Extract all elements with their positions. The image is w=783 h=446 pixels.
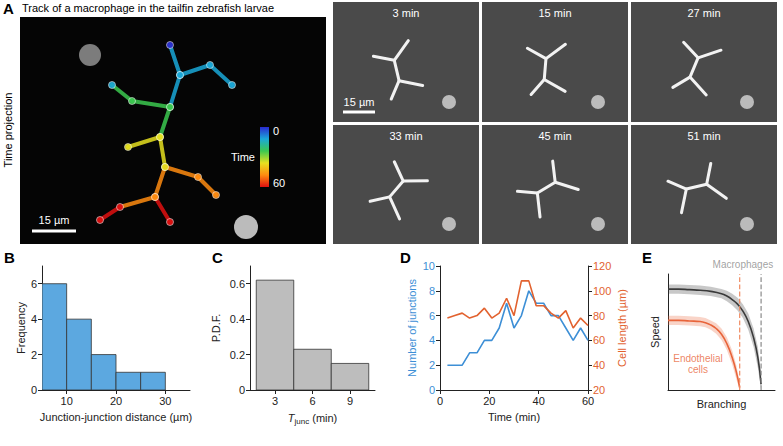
svg-text:D: D xyxy=(400,249,411,266)
svg-text:40: 40 xyxy=(533,395,545,407)
svg-text:4: 4 xyxy=(429,334,435,346)
svg-text:0: 0 xyxy=(273,125,279,137)
svg-text:120: 120 xyxy=(593,260,611,272)
svg-text:0: 0 xyxy=(239,384,245,396)
svg-text:40: 40 xyxy=(593,359,605,371)
svg-text:Macrophages: Macrophages xyxy=(713,259,774,270)
svg-text:C: C xyxy=(212,249,223,266)
svg-text:20: 20 xyxy=(483,395,495,407)
svg-text:3 min: 3 min xyxy=(393,7,420,19)
svg-text:0: 0 xyxy=(437,395,443,407)
svg-text:2: 2 xyxy=(31,349,37,361)
svg-text:15 min: 15 min xyxy=(538,7,571,19)
svg-text:Time projection: Time projection xyxy=(2,93,14,168)
svg-text:8: 8 xyxy=(429,285,435,297)
svg-text:4: 4 xyxy=(31,313,37,325)
svg-text:0.4: 0.4 xyxy=(230,313,245,325)
svg-text:Frequency: Frequency xyxy=(15,302,27,354)
svg-text:45 min: 45 min xyxy=(538,130,571,142)
svg-text:27 min: 27 min xyxy=(687,7,720,19)
svg-text:B: B xyxy=(4,249,15,266)
svg-text:10: 10 xyxy=(61,395,73,407)
svg-text:60: 60 xyxy=(273,177,285,189)
svg-text:Speed: Speed xyxy=(649,316,661,348)
svg-text:6: 6 xyxy=(31,278,37,290)
svg-text:9: 9 xyxy=(347,395,353,407)
svg-text:Junction-junction distance (µm: Junction-junction distance (µm) xyxy=(40,411,192,423)
svg-text:6: 6 xyxy=(309,395,315,407)
svg-text:Number of junctions: Number of junctions xyxy=(406,279,418,377)
svg-text:Branching: Branching xyxy=(697,398,747,410)
svg-text:15 µm: 15 µm xyxy=(39,214,70,226)
svg-text:30: 30 xyxy=(159,395,171,407)
svg-text:0.2: 0.2 xyxy=(230,349,245,361)
svg-text:3: 3 xyxy=(272,395,278,407)
svg-text:2: 2 xyxy=(429,359,435,371)
svg-text:cells: cells xyxy=(688,364,708,375)
svg-text:Endothelial: Endothelial xyxy=(673,353,722,364)
svg-text:A: A xyxy=(3,0,14,17)
svg-text:E: E xyxy=(642,249,652,266)
svg-text:60: 60 xyxy=(582,395,594,407)
svg-text:Cell length (µm): Cell length (µm) xyxy=(616,289,628,367)
svg-text:junc: junc xyxy=(293,417,309,426)
svg-text:6: 6 xyxy=(429,310,435,322)
svg-text:P.D.F.: P.D.F. xyxy=(210,314,222,343)
svg-text:33 min: 33 min xyxy=(389,130,422,142)
svg-text:60: 60 xyxy=(593,334,605,346)
svg-text:Time: Time xyxy=(231,151,255,163)
svg-text:80: 80 xyxy=(593,310,605,322)
svg-text:10: 10 xyxy=(423,260,435,272)
svg-text:(min): (min) xyxy=(309,412,337,424)
svg-text:51 min: 51 min xyxy=(687,130,720,142)
svg-text:20: 20 xyxy=(593,384,605,396)
svg-text:0.6: 0.6 xyxy=(230,278,245,290)
svg-text:0: 0 xyxy=(429,384,435,396)
svg-text:100: 100 xyxy=(593,285,611,297)
svg-text:20: 20 xyxy=(110,395,122,407)
svg-text:T: T xyxy=(287,412,295,424)
svg-text:0: 0 xyxy=(31,384,37,396)
svg-text:Time (min): Time (min) xyxy=(488,411,540,423)
svg-text:Track of a macrophage in the t: Track of a macrophage in the tailfin zeb… xyxy=(22,2,274,14)
svg-text:15 µm: 15 µm xyxy=(344,96,375,108)
